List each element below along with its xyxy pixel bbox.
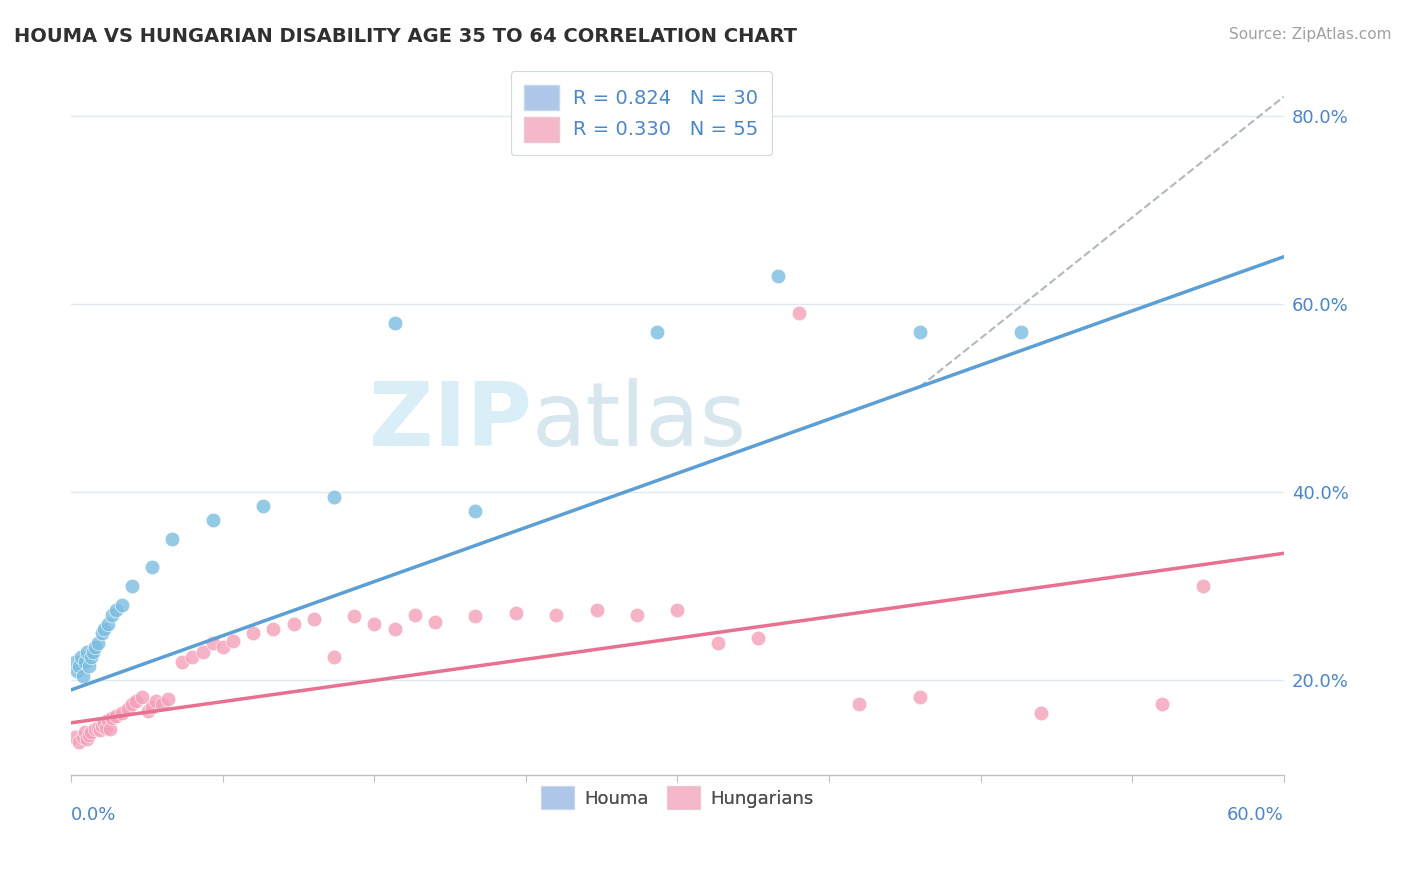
Point	[747, 631, 769, 645]
Point	[181, 649, 204, 664]
Point	[423, 615, 446, 629]
Point	[65, 655, 87, 669]
Text: ZIP: ZIP	[370, 378, 531, 465]
Point	[90, 718, 112, 732]
Point	[75, 655, 97, 669]
Point	[908, 325, 931, 339]
Point	[111, 598, 134, 612]
Point	[141, 560, 163, 574]
Point	[546, 607, 568, 622]
Point	[585, 603, 607, 617]
Point	[72, 730, 94, 744]
Point	[768, 268, 790, 283]
Point	[322, 490, 344, 504]
Point	[157, 692, 180, 706]
Text: atlas: atlas	[531, 378, 747, 465]
Text: HOUMA VS HUNGARIAN DISABILITY AGE 35 TO 64 CORRELATION CHART: HOUMA VS HUNGARIAN DISABILITY AGE 35 TO …	[14, 27, 797, 45]
Point	[79, 659, 101, 673]
Point	[464, 609, 486, 624]
Point	[125, 694, 148, 708]
Point	[191, 645, 214, 659]
Legend: Houma, Hungarians: Houma, Hungarians	[531, 777, 823, 819]
Point	[242, 626, 264, 640]
Point	[67, 734, 90, 748]
Text: 60.0%: 60.0%	[1227, 806, 1284, 824]
Point	[76, 645, 98, 659]
Point	[97, 616, 120, 631]
Point	[121, 579, 143, 593]
Point	[201, 636, 224, 650]
Point	[262, 622, 284, 636]
Point	[211, 640, 233, 655]
Point	[505, 606, 527, 620]
Point	[252, 500, 274, 514]
Point	[222, 633, 245, 648]
Point	[72, 669, 94, 683]
Point	[848, 697, 870, 711]
Point	[104, 603, 127, 617]
Point	[97, 713, 120, 727]
Point	[145, 694, 167, 708]
Point	[363, 616, 385, 631]
Point	[89, 723, 111, 738]
Point	[626, 607, 648, 622]
Point	[111, 706, 134, 721]
Point	[131, 690, 153, 705]
Point	[141, 699, 163, 714]
Point	[1010, 325, 1032, 339]
Point	[93, 622, 115, 636]
Point	[65, 730, 87, 744]
Point	[90, 626, 112, 640]
Point	[908, 690, 931, 705]
Point	[121, 697, 143, 711]
Point	[162, 533, 184, 547]
Point	[283, 616, 305, 631]
Point	[787, 306, 810, 320]
Point	[104, 709, 127, 723]
Point	[343, 609, 366, 624]
Point	[645, 325, 668, 339]
Point	[302, 612, 325, 626]
Point	[80, 649, 103, 664]
Point	[67, 659, 90, 673]
Point	[75, 725, 97, 739]
Point	[707, 636, 730, 650]
Point	[150, 697, 173, 711]
Point	[136, 704, 159, 718]
Point	[82, 645, 104, 659]
Point	[464, 504, 486, 518]
Point	[84, 723, 107, 737]
Point	[86, 721, 108, 735]
Point	[100, 711, 122, 725]
Point	[86, 636, 108, 650]
Point	[76, 731, 98, 746]
Text: 0.0%: 0.0%	[72, 806, 117, 824]
Point	[94, 721, 117, 735]
Point	[322, 649, 344, 664]
Point	[84, 640, 107, 655]
Point	[404, 607, 426, 622]
Point	[66, 664, 89, 678]
Point	[79, 728, 101, 742]
Point	[70, 649, 93, 664]
Point	[117, 701, 139, 715]
Point	[172, 655, 194, 669]
Point	[384, 622, 406, 636]
Point	[201, 513, 224, 527]
Point	[1029, 706, 1052, 721]
Point	[1152, 697, 1174, 711]
Point	[1191, 579, 1213, 593]
Point	[80, 725, 103, 739]
Point	[666, 603, 689, 617]
Point	[384, 316, 406, 330]
Text: Source: ZipAtlas.com: Source: ZipAtlas.com	[1229, 27, 1392, 42]
Point	[100, 607, 122, 622]
Point	[93, 715, 115, 730]
Point	[98, 723, 121, 737]
